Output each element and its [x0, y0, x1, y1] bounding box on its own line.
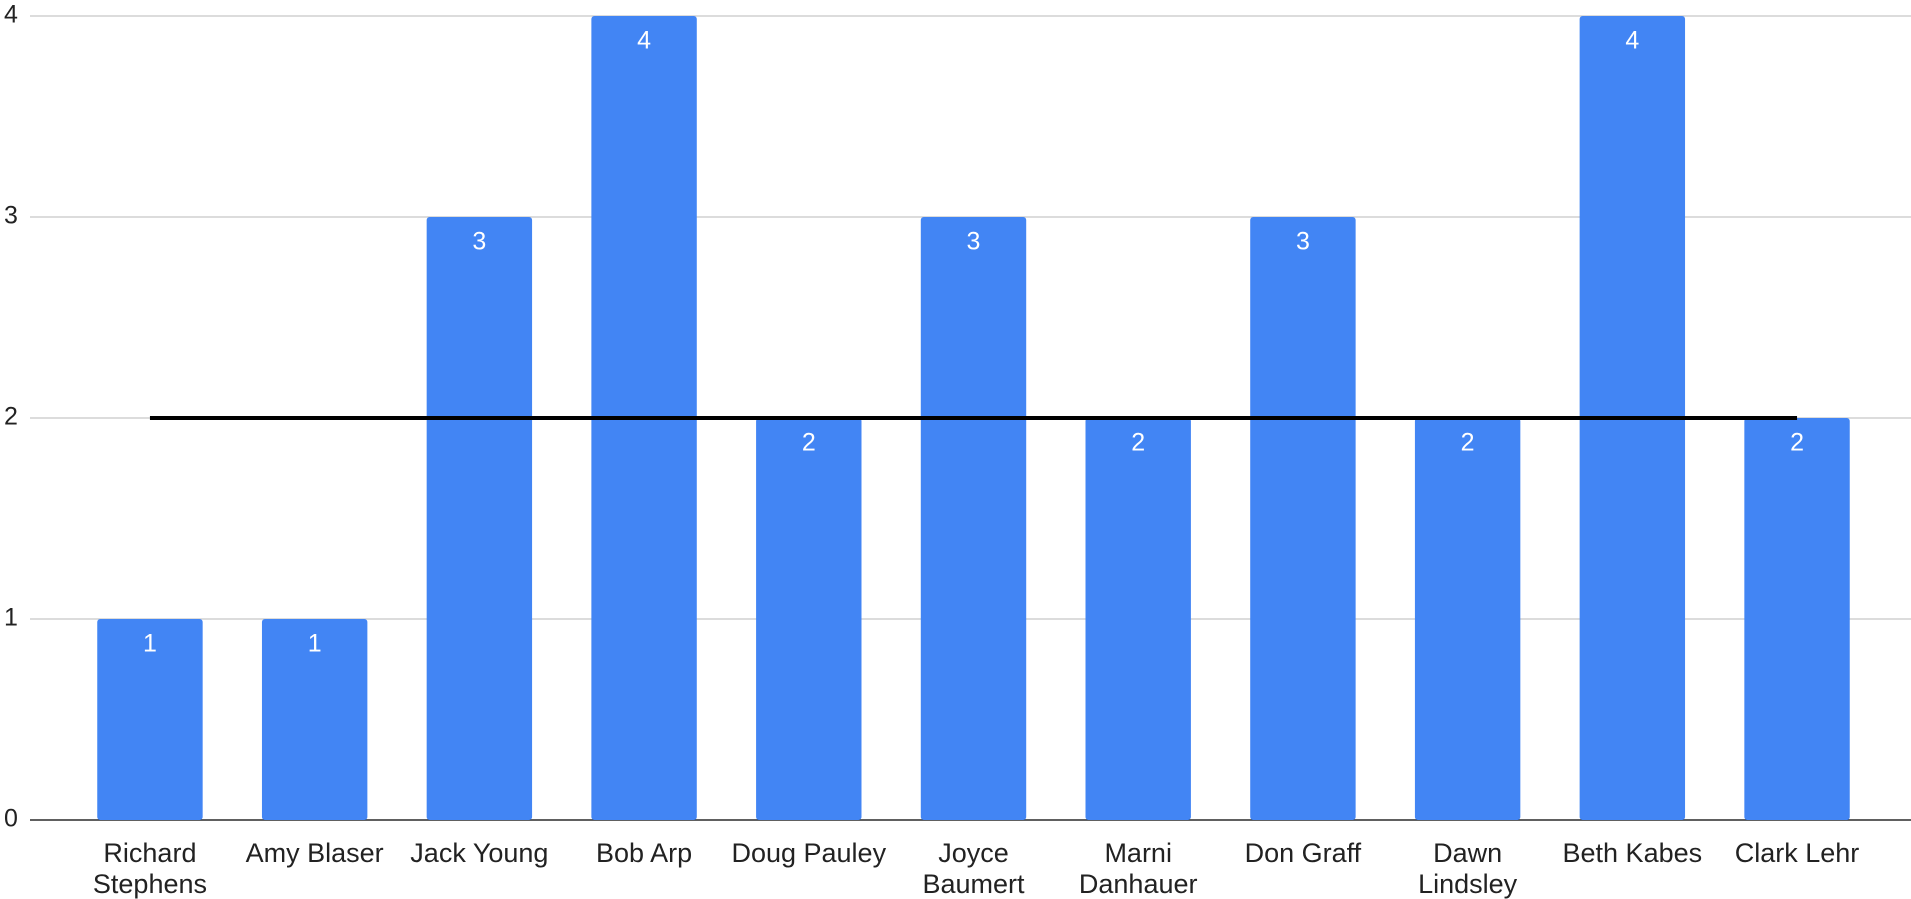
y-tick-label: 0	[4, 805, 18, 833]
y-tick-label: 1	[4, 604, 18, 632]
bar	[1085, 418, 1191, 820]
x-tick-label: Richard Stephens	[92, 838, 207, 899]
data-label: 4	[1625, 27, 1639, 55]
bar	[756, 418, 862, 820]
data-label: 1	[308, 630, 322, 658]
bar	[97, 619, 203, 820]
data-label: 3	[1296, 228, 1310, 256]
x-tick-label: Doug Pauley	[731, 838, 887, 868]
x-tick-label: Dawn Lindsley	[1418, 838, 1518, 899]
data-label: 2	[802, 429, 816, 457]
data-label: 2	[1461, 429, 1475, 457]
bar	[1414, 418, 1521, 820]
bar	[920, 217, 1027, 820]
data-label: 3	[472, 228, 486, 256]
x-tick-label: Amy Blaser	[245, 838, 384, 868]
y-tick-label: 3	[4, 202, 18, 230]
data-label: 1	[143, 630, 157, 658]
data-label: 2	[1131, 429, 1145, 457]
x-tick-label: Clark Lehr	[1734, 838, 1860, 868]
bar	[261, 619, 368, 820]
data-label: 3	[967, 228, 981, 256]
y-tick-label: 2	[4, 403, 18, 431]
bar	[426, 217, 533, 820]
data-label: 4	[637, 27, 651, 55]
x-tick-label: Marni Danhauer	[1078, 838, 1198, 899]
x-tick-label: Don Graff	[1244, 838, 1362, 868]
y-tick-label: 4	[4, 1, 18, 29]
data-label: 2	[1790, 429, 1804, 457]
bar	[1250, 217, 1356, 820]
x-tick-label: Jack Young	[410, 838, 549, 868]
x-tick-label: Bob Arp	[596, 838, 693, 868]
x-tick-label: Joyce Baumert	[922, 838, 1025, 899]
x-tick-label: Beth Kabes	[1562, 838, 1703, 868]
bar	[1744, 418, 1850, 820]
